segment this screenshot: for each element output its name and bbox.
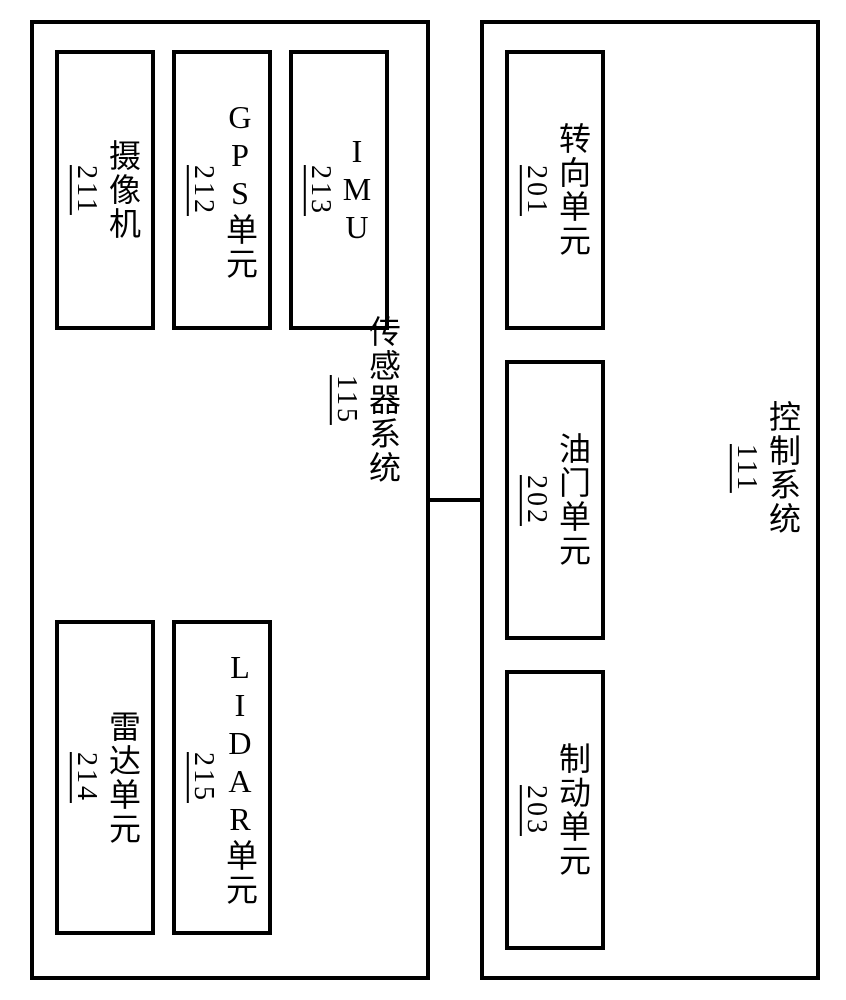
lidar-unit-module: 215 LIDAR单元 — [172, 620, 272, 935]
sensor-system-label: 传感器系统 — [365, 315, 400, 485]
throttle-unit-module: 202 油门单元 — [505, 360, 605, 640]
control-system-label: 控制系统 — [765, 400, 800, 536]
throttle-unit-label: 油门单元 — [555, 432, 590, 568]
sensor-system-number: 115 — [330, 375, 361, 425]
diagram-canvas: 211 摄像机 212 GPS单元 213 IMU 214 雷达单元 215 L… — [0, 0, 846, 1000]
radar-unit-module: 214 雷达单元 — [55, 620, 155, 935]
throttle-unit-number: 202 — [520, 475, 551, 526]
control-system-label-group: 111 控制系统 — [730, 400, 800, 536]
radar-unit-number: 214 — [70, 752, 101, 803]
control-system-number: 111 — [730, 444, 761, 493]
lidar-unit-number: 215 — [187, 752, 218, 803]
imu-label: IMU — [339, 133, 374, 247]
brake-unit-module: 203 制动单元 — [505, 670, 605, 950]
gps-unit-number: 212 — [187, 165, 218, 216]
sensor-system-label-group: 115 传感器系统 — [330, 315, 400, 485]
camera-label: 摄像机 — [105, 139, 140, 241]
camera-module: 211 摄像机 — [55, 50, 155, 330]
connector-sensor-to-control — [430, 498, 480, 502]
gps-unit-module: 212 GPS单元 — [172, 50, 272, 330]
imu-number: 213 — [304, 165, 335, 216]
camera-number: 211 — [70, 165, 101, 215]
steering-unit-label: 转向单元 — [555, 122, 590, 258]
brake-unit-number: 203 — [520, 785, 551, 836]
lidar-unit-label: LIDAR单元 — [222, 649, 257, 907]
radar-unit-label: 雷达单元 — [105, 710, 140, 846]
imu-module: 213 IMU — [289, 50, 389, 330]
brake-unit-label: 制动单元 — [555, 742, 590, 878]
steering-unit-module: 201 转向单元 — [505, 50, 605, 330]
gps-unit-label: GPS单元 — [222, 99, 257, 281]
steering-unit-number: 201 — [520, 165, 551, 216]
